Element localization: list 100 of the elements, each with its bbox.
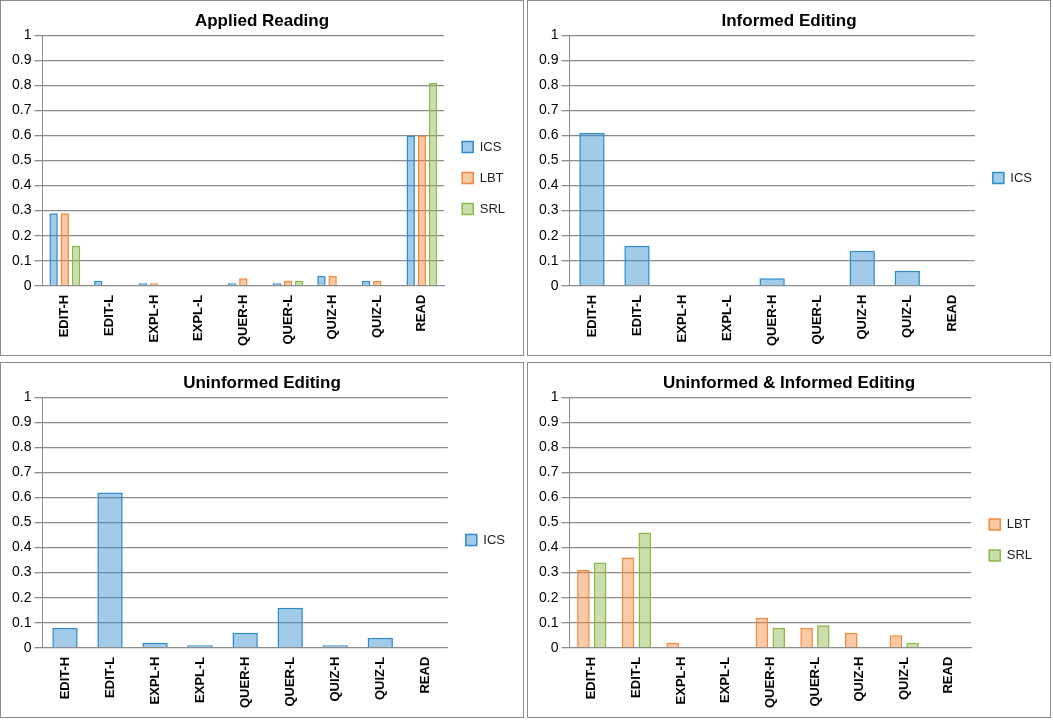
bar	[49, 213, 58, 286]
legend-label: ICS	[1010, 169, 1033, 185]
y-tick-label: 0.5	[11, 513, 32, 530]
y-tick-label: 0.9	[11, 51, 32, 68]
bar	[417, 135, 427, 286]
x-tick-label: READ	[416, 656, 432, 694]
legend-label: SRL	[1006, 547, 1033, 563]
chart-title: Uninformed Editing	[183, 372, 341, 392]
y-tick-label: 0.7	[11, 463, 32, 480]
x-tick-label: EXPL-H	[146, 656, 162, 705]
x-tick-label: QUER-H	[763, 294, 779, 346]
x-tick-label: EDIT-L	[101, 294, 116, 336]
bar	[666, 642, 679, 648]
y-tick-label: 0	[550, 638, 559, 655]
x-tick-label: QUIZ-H	[851, 656, 867, 702]
legend-label: LBT	[1006, 516, 1031, 532]
y-tick-label: 0.1	[11, 613, 32, 630]
bar	[906, 642, 919, 648]
y-tick-label: 0.4	[11, 176, 32, 193]
bar	[232, 632, 258, 648]
y-tick-label: 0.3	[538, 563, 559, 580]
bar	[759, 278, 785, 286]
x-tick-label: EXPL-L	[190, 294, 206, 341]
y-tick-label: 1	[23, 26, 32, 43]
x-tick-label: EDIT-L	[628, 656, 643, 698]
bar	[294, 280, 304, 286]
y-tick-label: 0.5	[538, 513, 559, 530]
chart-title: Applied Reading	[194, 10, 330, 30]
bar	[94, 280, 103, 286]
x-tick-label: READ	[413, 294, 429, 332]
y-tick-label: 0	[550, 276, 559, 293]
y-tick-label: 0.3	[11, 563, 32, 580]
y-tick-label: 1	[550, 26, 559, 43]
y-tick-label: 0.6	[538, 488, 559, 505]
x-tick-label: EXPL-L	[718, 294, 734, 341]
bar	[52, 627, 78, 648]
x-tick-label: READ	[940, 656, 956, 694]
y-tick-label: 0.6	[11, 488, 32, 505]
x-tick-label: QUER-H	[761, 656, 777, 708]
bar	[428, 82, 438, 286]
bar	[406, 135, 415, 286]
bar	[97, 492, 123, 648]
y-tick-label: 0.2	[538, 588, 559, 605]
bar	[577, 570, 590, 648]
y-tick-label: 0.7	[11, 101, 32, 118]
x-tick-label: QUER-L	[806, 656, 822, 707]
bar	[283, 280, 293, 286]
bar	[373, 280, 382, 286]
x-tick-label: QUIZ-L	[898, 294, 914, 339]
x-tick-label: EDIT-H	[56, 656, 72, 700]
x-tick-label: EDIT-H	[56, 294, 72, 338]
y-tick-label: 0.5	[11, 151, 32, 168]
x-tick-label: QUER-L	[279, 294, 295, 345]
x-tick-label: QUIZ-H	[324, 294, 340, 340]
y-tick-label: 0.5	[538, 151, 559, 168]
bar	[621, 557, 635, 648]
chart-title: Uninformed & Informed Editing	[662, 372, 916, 392]
bar	[624, 245, 650, 286]
y-tick-label: 0.8	[538, 438, 559, 455]
y-tick-label: 0.4	[538, 176, 559, 193]
y-tick-label: 0.6	[11, 126, 32, 143]
x-tick-label: READ	[943, 294, 959, 332]
bar	[277, 607, 303, 648]
x-tick-label: QUIZ-L	[371, 656, 387, 701]
bar	[367, 637, 393, 648]
legend-label: LBT	[479, 169, 504, 185]
x-tick-label: QUER-H	[236, 656, 252, 708]
y-tick-label: 0.2	[11, 226, 32, 243]
x-tick-label: QUIZ-L	[368, 294, 384, 339]
legend-label: ICS	[483, 531, 506, 547]
y-tick-label: 0	[23, 638, 32, 655]
x-tick-label: QUIZ-H	[326, 656, 342, 702]
x-tick-label: EXPL-L	[717, 656, 733, 703]
bar	[817, 625, 830, 648]
x-tick-label: QUER-L	[808, 294, 824, 345]
x-tick-label: EDIT-L	[101, 656, 117, 698]
bar	[60, 213, 69, 286]
y-tick-label: 0.8	[11, 438, 32, 455]
y-tick-label: 0.7	[538, 101, 559, 118]
x-tick-label: QUIZ-L	[895, 656, 911, 701]
x-tick-label: EXPL-H	[672, 656, 688, 705]
bar	[849, 250, 875, 286]
y-tick-label: 0.7	[538, 463, 559, 480]
legend-label: ICS	[479, 138, 502, 154]
x-tick-label: EXPL-L	[191, 656, 207, 703]
y-tick-label: 0.4	[11, 538, 32, 555]
x-tick-label: EDIT-H	[583, 656, 599, 700]
x-tick-label: QUER-L	[281, 656, 297, 707]
y-tick-label: 0.9	[11, 413, 32, 430]
bar	[593, 562, 607, 648]
bar	[755, 617, 769, 648]
y-tick-label: 0.4	[538, 538, 559, 555]
y-tick-label: 0.2	[538, 226, 559, 243]
y-tick-label: 1	[23, 388, 32, 405]
x-tick-label: QUER-H	[234, 294, 250, 346]
bar	[71, 245, 81, 286]
bar	[361, 280, 371, 286]
y-tick-label: 0.8	[538, 76, 559, 93]
y-tick-label: 0.2	[11, 588, 32, 605]
y-tick-label: 0.1	[538, 613, 559, 630]
